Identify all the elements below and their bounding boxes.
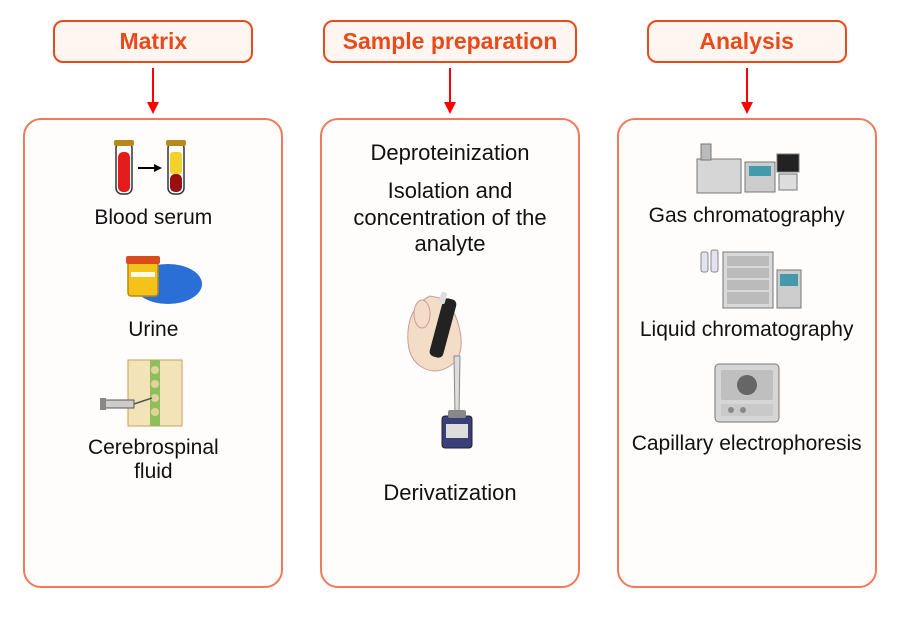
arrow-down-icon bbox=[440, 66, 460, 116]
arrow-matrix bbox=[143, 63, 163, 118]
analysis-label-ce: Capillary electrophoresis bbox=[632, 432, 862, 456]
spinal-tap-icon bbox=[98, 354, 208, 432]
arrow-analysis bbox=[737, 63, 757, 118]
box-sample-prep: Deproteinization Isolation and concentra… bbox=[320, 118, 580, 588]
matrix-label-csf: Cerebrospinal fluid bbox=[88, 436, 219, 484]
column-matrix: Matrix bbox=[15, 20, 292, 588]
header-analysis-label: Analysis bbox=[699, 28, 794, 54]
ce-instrument-icon bbox=[697, 354, 797, 428]
box-analysis: Gas chromatography bbox=[617, 118, 877, 588]
column-sample-prep: Sample preparation Deproteinization Isol… bbox=[312, 20, 589, 588]
diagram-root: Matrix bbox=[0, 0, 900, 603]
sp-text-isolation: Isolation and concentration of the analy… bbox=[330, 178, 570, 257]
analysis-item-gc: Gas chromatography bbox=[649, 134, 845, 228]
header-analysis: Analysis bbox=[647, 20, 847, 63]
lc-instrument-icon bbox=[687, 240, 807, 314]
analysis-label-gc: Gas chromatography bbox=[649, 204, 845, 228]
urine-cup-icon bbox=[98, 242, 208, 314]
arrow-down-icon bbox=[737, 66, 757, 116]
header-sample-prep-label: Sample preparation bbox=[343, 28, 558, 54]
matrix-item-csf: Cerebrospinal fluid bbox=[88, 354, 219, 484]
arrow-sample-prep bbox=[440, 63, 460, 118]
header-sample-prep: Sample preparation bbox=[323, 20, 578, 63]
sp-text-deriv: Derivatization bbox=[383, 480, 516, 506]
matrix-label-urine: Urine bbox=[128, 318, 178, 342]
analysis-item-lc: Liquid chromatography bbox=[640, 240, 854, 342]
matrix-item-urine: Urine bbox=[98, 242, 208, 342]
analysis-item-ce: Capillary electrophoresis bbox=[632, 354, 862, 456]
box-matrix: Blood serum Urine bbox=[23, 118, 283, 588]
matrix-item-blood: Blood serum bbox=[94, 134, 212, 230]
sp-text-deprot: Deproteinization bbox=[371, 140, 530, 166]
gc-instrument-icon bbox=[687, 134, 807, 200]
column-analysis: Analysis Gas c bbox=[608, 20, 885, 588]
arrow-down-icon bbox=[143, 66, 163, 116]
blood-tubes-icon bbox=[98, 134, 208, 202]
analysis-label-lc: Liquid chromatography bbox=[640, 318, 854, 342]
pipette-icon bbox=[380, 286, 520, 456]
header-matrix-label: Matrix bbox=[119, 28, 187, 54]
matrix-label-blood: Blood serum bbox=[94, 206, 212, 230]
header-matrix: Matrix bbox=[53, 20, 253, 63]
